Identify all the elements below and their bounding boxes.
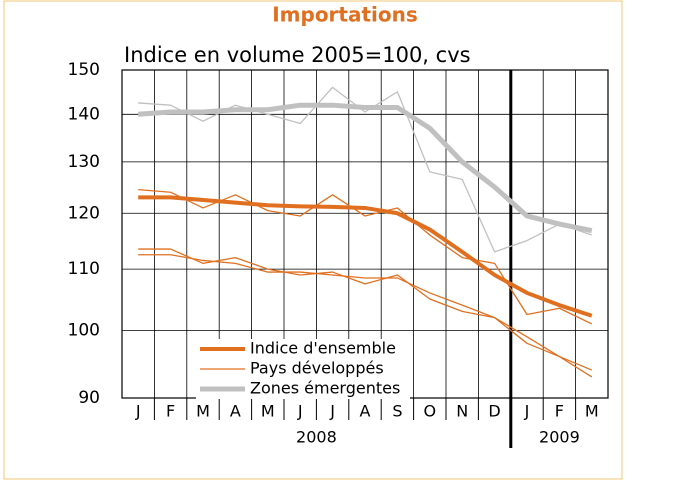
y-tick-label: 100 [68,320,100,340]
x-tick-label: S [392,402,402,421]
legend-label: Pays développés [250,359,384,378]
x-tick-label: F [166,402,175,421]
x-tick-label: J [329,402,335,421]
frame [3,0,623,480]
chart-title: Importations [272,3,418,27]
year-label: 2009 [539,428,580,447]
x-tick-label: J [135,402,141,421]
legend-label: Indice d'ensemble [250,339,396,358]
x-tick-label: J [297,402,303,421]
x-tick-label: M [196,402,210,421]
y-tick-label: 140 [68,104,100,124]
legend-bg [196,339,410,359]
legend-bg [196,359,410,379]
x-tick-label: J [524,402,530,421]
x-tick-label: D [488,402,500,421]
x-tick-label: A [360,402,371,421]
y-tick-label: 120 [68,203,100,223]
chart-subtitle: Indice en volume 2005=100, cvs [124,43,471,67]
y-tick-label: 130 [68,152,100,172]
x-tick-label: M [261,402,275,421]
y-tick-label: 90 [78,388,100,408]
series-line [138,102,593,234]
x-tick-label: O [424,402,437,421]
series-line [138,254,593,378]
series-line [138,86,593,253]
x-tick-label: M [585,402,599,421]
x-tick-label: N [456,402,468,421]
year-label: 2008 [296,428,337,447]
legend-label: Zones émergentes [250,379,400,398]
x-tick-label: A [230,402,241,421]
series-line [138,195,593,318]
y-tick-label: 150 [68,60,100,80]
x-tick-label: F [555,402,564,421]
series-line [138,188,593,325]
y-tick-label: 110 [68,259,100,279]
legend-bg [196,379,410,399]
